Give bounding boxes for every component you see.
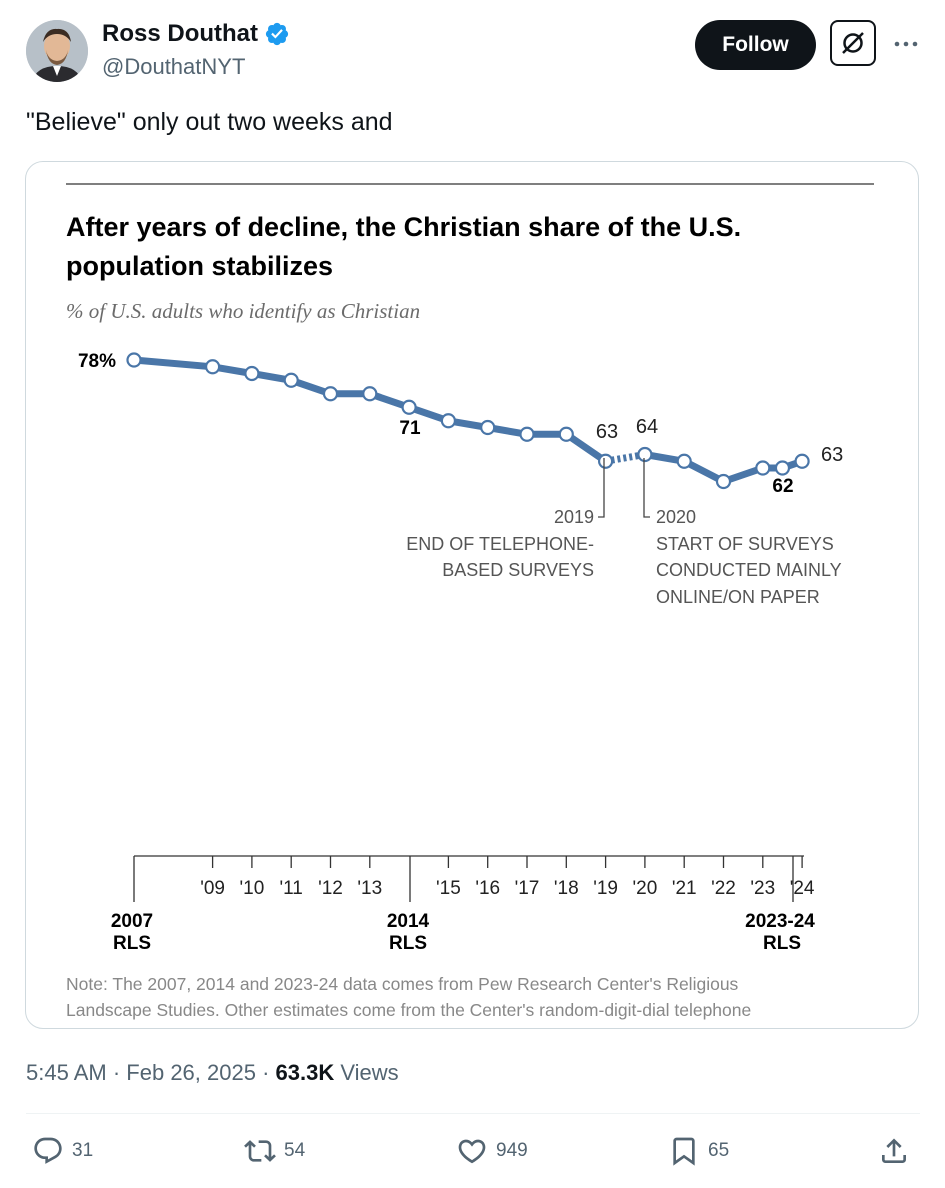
- tweet-media-image[interactable]: After years of decline, the Christian sh…: [25, 161, 919, 1029]
- x-tick-label-2016: '16: [475, 878, 500, 899]
- x-tick-label-2020: '20: [633, 878, 658, 899]
- x-axis-ticks: '09 '10 '11 '12 '13 '15 '16 '17 '18 '19 '20 '21 '22 '…: [200, 856, 815, 899]
- bookmark-count: 65: [708, 1140, 730, 1161]
- data-point-2010: [244, 365, 260, 382]
- x-tick-label-2017: '17: [515, 878, 540, 899]
- tweet-date[interactable]: Feb 26, 2025: [126, 1060, 256, 1085]
- x-tick-label-2018: '18: [554, 878, 579, 899]
- data-point-2018: [558, 426, 574, 442]
- author-name-text[interactable]: Ross Douthat: [102, 20, 258, 47]
- x-tick-label-2023: '23: [750, 878, 775, 899]
- heart-icon: [458, 1139, 486, 1164]
- author-name[interactable]: Ross Douthat: [102, 20, 290, 48]
- x-tick-label-2011: '11: [280, 878, 303, 899]
- chart-note-line2: Landscape Studies. Other estimates come …: [66, 1000, 751, 1020]
- major-label-2014-sub: RLS: [389, 933, 427, 954]
- label-2007-value: 78%: [78, 351, 116, 372]
- series-points: [126, 352, 810, 490]
- label-2024-value: 63: [821, 444, 843, 466]
- meta-separator: ·: [262, 1060, 270, 1085]
- repost-button[interactable]: 54: [244, 1135, 305, 1167]
- reply-icon: [34, 1137, 62, 1164]
- divider: [26, 1113, 920, 1114]
- annotation-2019-year: 2019: [554, 507, 594, 527]
- reply-count: 31: [72, 1140, 94, 1161]
- author-handle[interactable]: @DouthatNYT: [102, 54, 246, 79]
- label-2014-value: 71: [399, 418, 421, 439]
- tweet-meta: 5:45 AM · Feb 26, 2025 · 63.3K Views: [26, 1060, 399, 1086]
- data-point-2014: [401, 399, 417, 415]
- series-line-telephone: [130, 356, 610, 465]
- chart-title-line2: population stabilizes: [66, 251, 333, 281]
- series-lines: [130, 356, 806, 485]
- views-label: Views: [340, 1060, 399, 1085]
- data-point-2016: [480, 419, 496, 436]
- like-count: 949: [496, 1140, 528, 1161]
- more-dots-icon: [894, 41, 918, 47]
- annotation-2019-connector: [598, 458, 605, 518]
- x-tick-label-2019: '19: [593, 878, 618, 899]
- data-point-2022: [715, 473, 732, 490]
- data-point-2011: [283, 372, 299, 388]
- annotation-2020-connector: [643, 458, 650, 518]
- data-point-2007: [126, 352, 142, 368]
- data-point-2015: [440, 413, 456, 429]
- data-point-2023: [755, 460, 771, 476]
- x-tick-label-2010: '10: [240, 878, 265, 899]
- more-options-button[interactable]: [890, 32, 922, 56]
- annotation-2019-line2: BASED SURVEYS: [442, 560, 594, 580]
- meta-separator: ·: [112, 1060, 121, 1085]
- grok-button[interactable]: [830, 20, 876, 66]
- major-label-2023-24-year: 2023-24: [745, 911, 815, 932]
- repost-count: 54: [284, 1140, 306, 1161]
- x-tick-label-2009: '09: [200, 878, 225, 899]
- views-count: 63.3K: [275, 1060, 335, 1085]
- chart-note-line1: Note: The 2007, 2014 and 2023-24 data co…: [66, 974, 739, 994]
- bookmark-icon: [673, 1137, 695, 1166]
- x-tick-label-2024: '24: [790, 878, 815, 899]
- share-button[interactable]: [878, 1135, 910, 1167]
- verified-badge-icon: [265, 22, 289, 46]
- share-icon: [882, 1138, 906, 1163]
- data-point-2017: [519, 426, 535, 442]
- repost-icon: [244, 1140, 276, 1162]
- major-label-2007-sub: RLS: [113, 933, 151, 954]
- x-tick-label-2021: '21: [672, 878, 697, 899]
- x-tick-label-2015: '15: [436, 878, 461, 899]
- major-label-2023-24-sub: RLS: [763, 933, 801, 954]
- data-point-2012: [322, 386, 339, 402]
- label-2020-value: 64: [636, 416, 658, 438]
- data-point-2024: [794, 453, 810, 469]
- chart-title-line1: After years of decline, the Christian sh…: [66, 212, 741, 242]
- bookmark-button[interactable]: 65: [668, 1135, 729, 1167]
- data-point-2021: [676, 453, 692, 469]
- annotation-2019-line1: END OF TELEPHONE-: [406, 534, 594, 554]
- x-tick-label-2022: '22: [711, 878, 736, 899]
- data-point-2013: [362, 386, 378, 402]
- data-point-2023-5: [774, 460, 791, 476]
- reply-button[interactable]: 31: [32, 1135, 93, 1167]
- chart-subtitle: % of U.S. adults who identify as Christi…: [66, 299, 420, 323]
- grok-icon: [842, 32, 864, 54]
- data-point-2020: [637, 446, 653, 463]
- x-tick-label-2013: '13: [357, 878, 382, 899]
- annotation-2020-line2: CONDUCTED MAINLY: [656, 560, 842, 580]
- follow-button[interactable]: Follow: [695, 20, 816, 70]
- label-2019-value: 63: [596, 421, 618, 443]
- data-point-2019: [597, 453, 614, 469]
- annotation-2020-line1: START OF SURVEYS: [656, 534, 834, 554]
- major-label-2007-year: 2007: [111, 911, 153, 932]
- annotation-2020-year: 2020: [656, 507, 696, 527]
- data-point-2009: [205, 359, 221, 375]
- chart: After years of decline, the Christian sh…: [66, 183, 874, 1020]
- like-button[interactable]: 949: [456, 1135, 528, 1167]
- tweet-text: "Believe" only out two weeks and: [26, 108, 393, 136]
- annotation-2020-line3: ONLINE/ON PAPER: [656, 587, 820, 607]
- tweet-time[interactable]: 5:45 AM: [26, 1060, 107, 1085]
- x-tick-label-2012: '12: [318, 878, 343, 899]
- label-2023-value: 62: [772, 476, 793, 497]
- avatar[interactable]: [26, 20, 88, 82]
- major-label-2014-year: 2014: [387, 911, 430, 932]
